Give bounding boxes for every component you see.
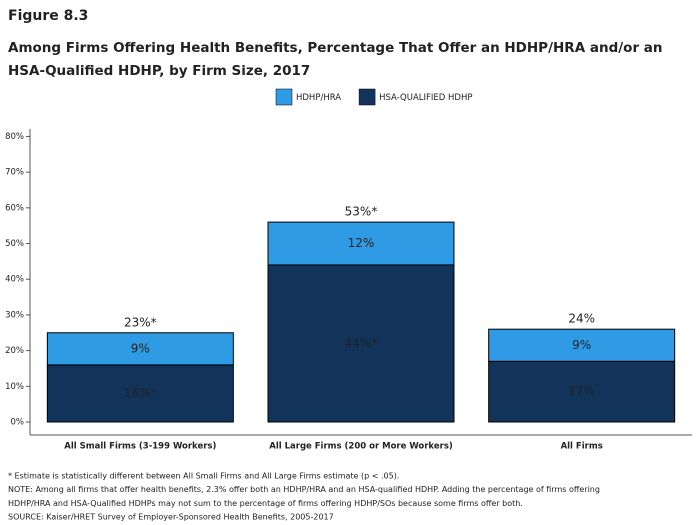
legend-label: HDHP/HRA xyxy=(296,93,341,103)
y-tick-label: 50% xyxy=(5,239,24,249)
bar-segment xyxy=(267,264,455,423)
bar-segment xyxy=(488,360,676,423)
y-tick-label: 20% xyxy=(5,346,24,356)
bar-segment xyxy=(46,332,234,366)
x-tick-label: All Small Firms (3-199 Workers) xyxy=(64,442,216,452)
note: HDHP/HRA and HSA-Qualified HDHPs may not… xyxy=(8,499,523,508)
data-label: 16%* xyxy=(124,386,157,400)
y-tick-label: 10% xyxy=(5,382,24,392)
bar-segment xyxy=(488,328,676,362)
total-label: 23%* xyxy=(124,315,157,329)
total-label: 53%* xyxy=(345,205,378,219)
data-label: 9% xyxy=(131,341,150,355)
data-label: 12% xyxy=(348,236,375,250)
y-tick-label: 30% xyxy=(5,310,24,320)
x-tick-label: All Firms xyxy=(561,442,603,452)
note: NOTE: Among all firms that offer health … xyxy=(8,485,600,494)
y-tick-label: 60% xyxy=(5,203,24,213)
legend-swatch xyxy=(275,88,293,106)
data-label: 17% xyxy=(568,384,595,398)
y-tick-label: 70% xyxy=(5,168,24,178)
y-tick-label: 0% xyxy=(11,418,25,428)
x-tick-label: All Large Firms (200 or More Workers) xyxy=(269,442,453,452)
legend-label: HSA-QUALIFIED HDHP xyxy=(379,93,472,103)
note: * Estimate is statistically different be… xyxy=(8,472,399,481)
note: SOURCE: Kaiser/HRET Survey of Employer-S… xyxy=(8,513,334,522)
chart-title: HSA-Qualified HDHP, by Firm Size, 2017 xyxy=(8,63,310,79)
total-label: 24% xyxy=(568,312,595,326)
bar-segment xyxy=(267,221,455,266)
legend-swatch xyxy=(358,88,376,106)
data-label: 9% xyxy=(572,338,591,352)
figure-label: Figure 8.3 xyxy=(8,8,88,24)
data-label: 44%* xyxy=(345,336,378,350)
bar-segment xyxy=(46,364,234,423)
y-tick-label: 40% xyxy=(5,275,24,285)
chart-title: Among Firms Offering Health Benefits, Pe… xyxy=(8,40,663,56)
y-tick-label: 80% xyxy=(5,132,24,142)
